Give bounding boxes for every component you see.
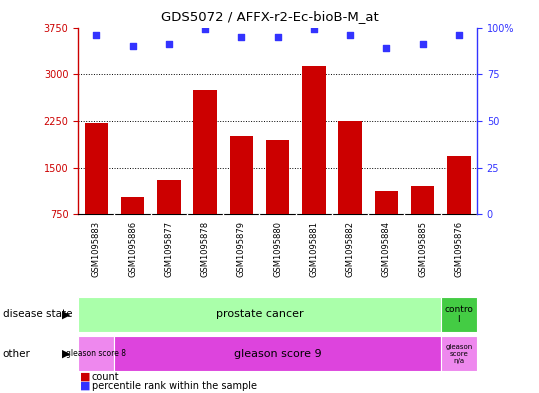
Text: GDS5072 / AFFX-r2-Ec-bioB-M_at: GDS5072 / AFFX-r2-Ec-bioB-M_at <box>161 10 378 23</box>
Text: ■: ■ <box>80 372 90 382</box>
Text: ■: ■ <box>80 381 90 391</box>
Bar <box>230 136 253 214</box>
Text: GSM1095882: GSM1095882 <box>345 221 355 277</box>
Bar <box>85 123 108 214</box>
Point <box>164 41 173 48</box>
Text: GSM1095878: GSM1095878 <box>201 221 210 277</box>
Point <box>237 34 246 40</box>
Text: disease state: disease state <box>3 309 72 320</box>
Bar <box>302 66 326 214</box>
Text: percentile rank within the sample: percentile rank within the sample <box>92 381 257 391</box>
Text: other: other <box>3 349 31 359</box>
Bar <box>441 297 477 332</box>
Point <box>92 32 101 38</box>
Bar <box>447 156 471 214</box>
Text: GSM1095879: GSM1095879 <box>237 221 246 277</box>
Text: GSM1095876: GSM1095876 <box>454 221 464 277</box>
Bar <box>411 186 434 214</box>
Bar <box>78 336 114 371</box>
Text: count: count <box>92 372 119 382</box>
Text: GSM1095880: GSM1095880 <box>273 221 282 277</box>
Point <box>201 26 209 33</box>
Point <box>454 32 463 38</box>
Bar <box>121 197 144 214</box>
Point <box>346 32 355 38</box>
Point <box>382 45 391 51</box>
Bar <box>194 90 217 214</box>
Bar <box>157 180 181 214</box>
Text: ▶: ▶ <box>61 309 70 320</box>
Text: gleason score 8: gleason score 8 <box>66 349 126 358</box>
Point <box>273 34 282 40</box>
Text: prostate cancer: prostate cancer <box>216 309 303 320</box>
Text: GSM1095881: GSM1095881 <box>309 221 319 277</box>
Point <box>309 26 318 33</box>
Bar <box>375 191 398 214</box>
Text: GSM1095877: GSM1095877 <box>164 221 174 277</box>
Bar <box>441 336 477 371</box>
Bar <box>266 140 289 214</box>
Text: contro
l: contro l <box>445 305 473 324</box>
Bar <box>114 336 441 371</box>
Text: GSM1095886: GSM1095886 <box>128 221 137 277</box>
Point <box>418 41 427 48</box>
Text: GSM1095883: GSM1095883 <box>92 221 101 277</box>
Text: ▶: ▶ <box>61 349 70 359</box>
Bar <box>338 121 362 214</box>
Text: GSM1095884: GSM1095884 <box>382 221 391 277</box>
Point <box>128 43 137 49</box>
Text: GSM1095885: GSM1095885 <box>418 221 427 277</box>
Text: gleason
score
n/a: gleason score n/a <box>445 344 473 364</box>
Text: gleason score 9: gleason score 9 <box>234 349 321 359</box>
